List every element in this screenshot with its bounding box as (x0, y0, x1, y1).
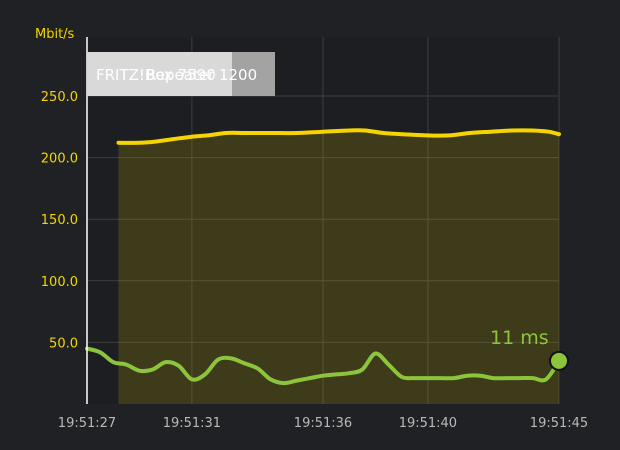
last-value-annotation: 11 ms (490, 327, 549, 349)
x-axis-ticks: 19:51:27 19:51:31 19:51:36 19:51:40 19:51:45 (58, 416, 588, 431)
y-tick-label: 100.0 (41, 275, 78, 290)
y-axis-unit-label: Mbit/s (35, 27, 75, 42)
y-tick-label: 250.0 (41, 90, 78, 105)
x-tick-label: 19:51:27 (58, 416, 116, 431)
series-line-0 (116, 128, 561, 145)
tooltip-label-repeater: Repeater 1200 (146, 66, 257, 84)
y-axis-ticks: 50.0 100.0 150.0 200.0 250.0 (41, 90, 78, 351)
last-point-marker[interactable] (549, 350, 569, 371)
tooltip-box-overlay (232, 52, 275, 96)
x-tick-label: 19:51:31 (163, 416, 221, 431)
tooltip-box (87, 52, 232, 96)
y-tick-label: 150.0 (41, 213, 78, 228)
y-tick-label: 50.0 (49, 336, 78, 351)
series-area-0 (118, 130, 559, 405)
x-tick-label: 19:51:40 (399, 416, 457, 431)
x-tick-label: 19:51:45 (530, 416, 588, 431)
hover-tooltip[interactable]: FRITZ!Box 7590 Repeater 1200 (87, 52, 275, 96)
grid (86, 37, 560, 404)
tooltip-label-router: FRITZ!Box 7590 (96, 66, 216, 84)
series-layer (85, 128, 561, 405)
y-tick-label: 200.0 (41, 152, 78, 167)
series-line-1 (85, 346, 561, 386)
x-tick-label: 19:51:36 (294, 416, 352, 431)
